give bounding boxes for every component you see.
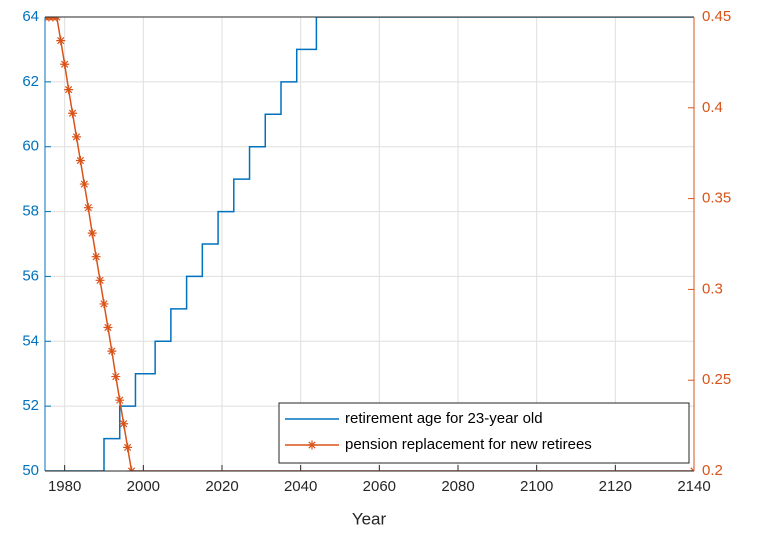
marker (83, 203, 93, 213)
marker (56, 36, 66, 46)
x-tick-label: 2040 (284, 478, 317, 495)
x-tick-label: 2140 (677, 478, 710, 495)
legend-marker (307, 440, 317, 450)
y-tick-label: 64 (22, 8, 39, 25)
y-tick-label: 50 (22, 462, 39, 479)
y2-tick-label: 0.3 (702, 280, 723, 297)
y-tick-label: 54 (22, 332, 39, 349)
x-tick-label: 2000 (127, 478, 160, 495)
marker (71, 132, 81, 142)
y-tick-label: 60 (22, 138, 39, 155)
marker (91, 252, 101, 262)
y2-tick-label: 0.2 (702, 462, 723, 479)
y-tick-label: 58 (22, 203, 39, 220)
y-tick-label: 62 (22, 73, 39, 90)
marker (79, 179, 89, 189)
x-tick-label: 2020 (205, 478, 238, 495)
plot-series (45, 17, 694, 471)
marker (95, 275, 105, 285)
marker (103, 323, 113, 333)
marker (107, 346, 117, 356)
x-tick-label: 2060 (363, 478, 396, 495)
y-tick-label: 56 (22, 267, 39, 284)
x-tick-label: 2120 (599, 478, 632, 495)
x-tick-label: 1980 (48, 478, 81, 495)
marker (87, 228, 97, 238)
marker (115, 395, 125, 405)
x-tick-label: 2080 (441, 478, 474, 495)
legend-box (278, 402, 690, 464)
series-line (45, 17, 694, 471)
x-axis-label: Year (352, 509, 387, 528)
y2-tick-label: 0.35 (702, 190, 731, 207)
y-tick-label: 52 (22, 397, 39, 414)
marker (123, 442, 133, 452)
legend-label: retirement age for 23-year old (345, 410, 543, 427)
series-line (45, 17, 694, 471)
plot-area (45, 17, 694, 471)
marker (111, 372, 121, 382)
marker (99, 299, 109, 309)
y2-tick-label: 0.4 (702, 99, 723, 116)
marker (119, 419, 129, 429)
y2-tick-label: 0.45 (702, 8, 731, 25)
legend-label: pension replacement for new retirees (345, 436, 592, 453)
marker (64, 85, 74, 95)
marker (60, 59, 70, 69)
x-tick-label: 2100 (520, 478, 553, 495)
marker (68, 108, 78, 118)
y2-tick-label: 0.25 (702, 371, 731, 388)
marker (75, 155, 85, 165)
